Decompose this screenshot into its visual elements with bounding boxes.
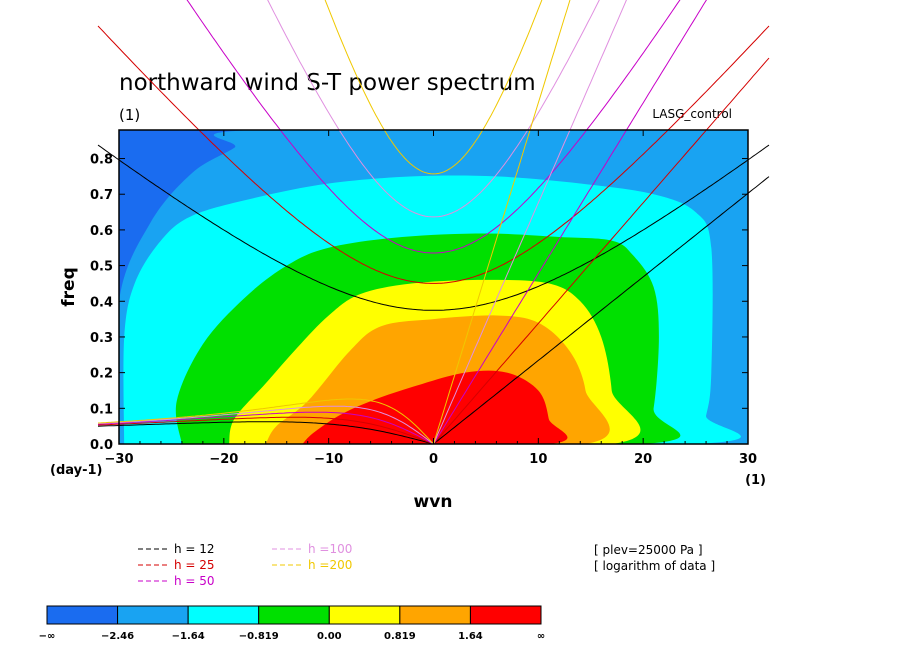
y-tick-label: 0.3 (90, 331, 113, 346)
x-tick-label: 30 (739, 452, 757, 467)
contour-fields (119, 130, 748, 444)
colorbar-label: ∞ (537, 631, 545, 642)
subtitle-left: (1) (119, 106, 140, 124)
kelvin-curve-12 (433, 176, 770, 445)
colorbar-label: −∞ (39, 631, 56, 642)
ig-curve-25 (97, 25, 770, 284)
colorbar-label: 0.819 (384, 631, 416, 642)
y-tick-label: 0.7 (90, 188, 113, 203)
colorbar-swatch (46, 605, 119, 625)
colorbar-swatch (117, 605, 189, 625)
chart-title: northward wind S-T power spectrum (119, 70, 536, 96)
ig-curve-100 (267, 0, 600, 218)
x-unit-label: (1) (745, 473, 766, 488)
y-tick-label: 0.5 (90, 260, 113, 275)
x-tick-label: −30 (105, 452, 134, 467)
kelvin-curve-50 (433, 0, 707, 445)
y-tick-label: 0.4 (90, 295, 113, 310)
colorbar-label: −0.819 (239, 631, 279, 642)
colorbar: −∞ −2.46 −1.64 −0.819 0.00 0.819 1.64 ∞ (39, 605, 545, 642)
contour-field-level-7 (302, 370, 568, 444)
y-tick-label: 0.6 (90, 224, 113, 239)
kelvin-curve-25 (433, 57, 770, 445)
y-unit-label: (day-1) (50, 463, 102, 478)
ig-curve-12 (97, 144, 770, 311)
y-axis: 0.0 0.1 0.2 0.3 0.4 0.5 0.6 0.7 0.8 (90, 153, 748, 453)
rossby-curve-12 (97, 421, 434, 445)
rossby-curve-25 (97, 416, 434, 445)
rossby-curve-100 (97, 405, 434, 445)
colorbar-swatch (469, 605, 542, 625)
subtitle-right: LASG_control (652, 107, 732, 121)
colorbar-label: −2.46 (101, 631, 134, 642)
colorbar-swatch (258, 605, 330, 625)
colorbar-swatch (399, 605, 471, 625)
x-tick-label: −20 (209, 452, 238, 467)
kelvin-curve-200 (433, 0, 571, 445)
legend-label: h = 12 (174, 542, 215, 556)
colorbar-label: 1.64 (458, 631, 483, 642)
legend-label: h = 25 (174, 558, 215, 572)
y-tick-label: 0.0 (90, 438, 113, 453)
x-tick-label: −10 (314, 452, 343, 467)
x-tick-label: 10 (529, 452, 547, 467)
legend-label: h =200 (308, 558, 352, 572)
y-tick-label: 0.8 (90, 153, 113, 168)
kelvin-curve-100 (433, 0, 627, 445)
dispersion-curves (97, 0, 770, 445)
rossby-curve-50 (97, 411, 434, 445)
curve-legend: h = 12 h = 25 h = 50 h =100 h =200 (138, 542, 352, 588)
colorbar-label: −1.64 (172, 631, 205, 642)
note-log: [ logarithm of data ] (594, 559, 715, 573)
legend-label: h = 50 (174, 574, 215, 588)
colorbar-swatch (187, 605, 260, 625)
x-axis-label: wvn (414, 492, 453, 512)
colorbar-swatch (328, 605, 401, 625)
y-tick-label: 0.1 (90, 402, 113, 417)
rossby-curve-200 (97, 398, 434, 445)
ig-curve-50 (186, 0, 681, 254)
colorbar-label: 0.00 (317, 631, 342, 642)
x-axis: −30 −20 −10 0 10 20 30 (105, 130, 757, 467)
y-tick-label: 0.2 (90, 367, 113, 382)
x-tick-label: 20 (634, 452, 652, 467)
ig-curve-200 (324, 0, 543, 175)
y-axis-label: freq (59, 267, 79, 306)
x-tick-label: 0 (429, 452, 438, 467)
legend-label: h =100 (308, 542, 352, 556)
note-plev: [ plev=25000 Pa ] (594, 543, 703, 557)
